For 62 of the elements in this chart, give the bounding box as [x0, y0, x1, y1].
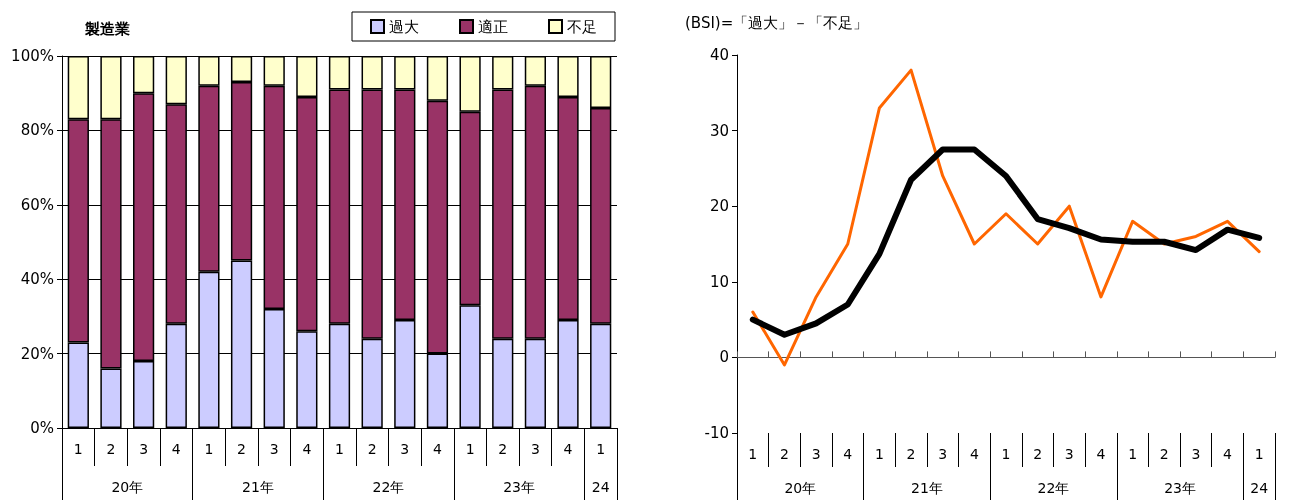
x-tick-label: 4 [432, 441, 442, 457]
y-tick-label: 40 [709, 46, 729, 64]
x-tick-label: 2 [367, 441, 377, 457]
x-tick-label: 3 [139, 441, 149, 457]
text: 22年 [1037, 480, 1070, 496]
x-tick-label: 1 [596, 441, 606, 457]
y-tick-label: 40% [20, 270, 54, 289]
x-tick-label: 4 [563, 441, 573, 457]
x-tick-label: 2 [106, 441, 116, 457]
x-tick-label: 3 [400, 441, 410, 457]
x-tick-label: 4 [171, 441, 181, 457]
y-tick-label: 60% [20, 195, 54, 214]
line-series [751, 68, 1261, 367]
text: 20年 [111, 479, 144, 495]
x-tick-label: 2 [1033, 446, 1043, 462]
x-tick-label: 2 [237, 441, 247, 457]
y-tick-label: 0 [719, 348, 729, 367]
x-tick-label: 1 [748, 446, 758, 462]
x-tick-label: 1 [1128, 446, 1138, 462]
x-tick-label: 4 [302, 441, 312, 457]
legend-label: 不足 [567, 17, 597, 36]
x-tick-label: 2 [1159, 446, 1169, 462]
legend-label: 適正 [478, 17, 508, 36]
x-tick-label: 2 [906, 446, 916, 462]
x-tick-label: 4 [843, 446, 853, 462]
text: 20年 [784, 480, 817, 496]
text: 24 [1250, 480, 1269, 496]
x-tick-label: 4 [1096, 446, 1106, 462]
chart-title: 製造業 [84, 19, 130, 38]
y-tick-label: 0% [30, 419, 54, 437]
x-tick-label: 2 [780, 446, 789, 462]
x-tick-label: 3 [269, 441, 279, 457]
text: 23年 [503, 479, 535, 495]
x-tick-label: 3 [811, 446, 821, 462]
x-tick-label: 1 [335, 441, 344, 457]
x-tick-label: 1 [1254, 446, 1264, 462]
chart-title: (BSI)=「過大」－「不足」 [685, 13, 869, 32]
text: 22年 [372, 479, 405, 495]
x-tick-label: 1 [204, 441, 214, 457]
y-tick-label: 10 [709, 272, 729, 291]
text: 21年 [910, 480, 943, 496]
x-tick-label: 4 [1223, 446, 1233, 462]
x-tick-label: 4 [969, 446, 979, 462]
y-tick-label: -10 [704, 424, 729, 442]
y-tick-label: 100% [11, 47, 54, 65]
y-tick-label: 20 [709, 197, 729, 216]
x-tick-label: 3 [1191, 446, 1201, 462]
text: 21年 [241, 479, 274, 495]
x-tick-label: 1 [465, 441, 475, 457]
text: 23年 [1164, 480, 1196, 496]
y-tick-label: 80% [20, 121, 54, 140]
y-tick-label: 30 [709, 121, 729, 140]
x-tick-label: 1 [874, 446, 884, 462]
x-tick-label: 2 [498, 441, 508, 457]
y-tick-label: 20% [20, 344, 54, 363]
x-tick-label: 1 [73, 441, 83, 457]
x-tick-label: 1 [1001, 446, 1011, 462]
x-tick-label: 3 [1064, 446, 1074, 462]
text: 24 [591, 479, 610, 495]
legend-label: 過大 [389, 17, 419, 36]
x-tick-label: 3 [530, 441, 540, 457]
x-tick-label: 3 [938, 446, 948, 462]
